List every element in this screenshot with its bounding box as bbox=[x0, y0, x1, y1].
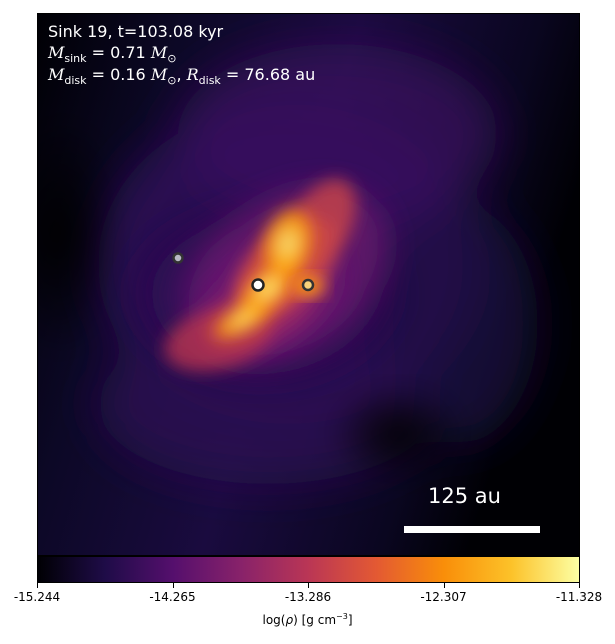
sink-companion-east-icon bbox=[301, 278, 315, 292]
colorbar-tick-label: -11.328 bbox=[555, 590, 603, 604]
colorbar-tick-label: -12.307 bbox=[420, 590, 467, 604]
colorbar-label-prefix: log( bbox=[262, 613, 286, 627]
disk-radius-value: 76.68 bbox=[244, 65, 291, 84]
colorbar-label-exponent: −3 bbox=[336, 612, 348, 621]
colorbar-tick-mark bbox=[37, 583, 38, 588]
sink-mass-value: 0.71 bbox=[110, 43, 146, 62]
colorbar bbox=[37, 556, 580, 583]
sink-companion-west-icon bbox=[172, 252, 184, 264]
density-map-panel: Sink 19, t=103.08 kyr Msink = 0.71 M⊙ Md… bbox=[37, 13, 580, 556]
low-density-edge bbox=[38, 114, 118, 354]
sink-primary-icon bbox=[251, 278, 265, 292]
colorbar-label-unit: ) [g cm bbox=[293, 613, 337, 627]
disk-radius-unit: au bbox=[295, 65, 316, 84]
low-density-void bbox=[328, 384, 468, 484]
info-sink-mass: Msink = 0.71 M⊙ bbox=[48, 43, 177, 66]
scalebar-label: 125 au bbox=[428, 484, 501, 508]
density-map bbox=[38, 14, 579, 555]
colorbar-label: log(ρ) [g cm−3] bbox=[262, 612, 353, 627]
colorbar-label-end: ] bbox=[347, 613, 353, 627]
colorbar-tick-mark bbox=[443, 583, 445, 588]
colorbar-tick-label: -15.244 bbox=[13, 590, 61, 604]
colorbar-tick-mark bbox=[172, 583, 174, 588]
sink-particles bbox=[172, 252, 315, 292]
colorbar-tick-mark bbox=[308, 583, 309, 588]
disk-mass-value: 0.16 bbox=[110, 65, 146, 84]
colorbar-tick-mark bbox=[579, 583, 580, 588]
disk-hot-spiral bbox=[207, 202, 318, 344]
colorbar-tick-label: -13.286 bbox=[284, 590, 332, 604]
info-title: Sink 19, t=103.08 kyr bbox=[48, 22, 224, 41]
colorbar-tick-label: -14.265 bbox=[149, 590, 196, 604]
info-disk: Mdisk = 0.16 M⊙, Rdisk = 76.68 au bbox=[48, 65, 316, 88]
scalebar bbox=[404, 526, 540, 533]
